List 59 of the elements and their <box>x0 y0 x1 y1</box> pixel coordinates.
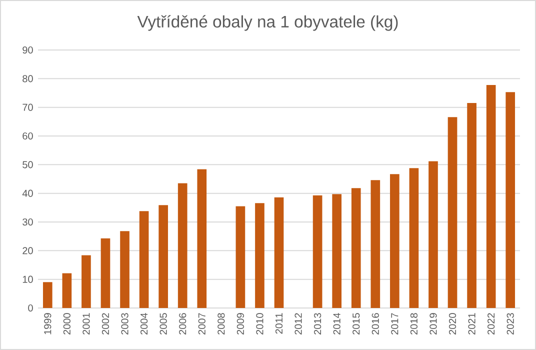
bar <box>428 161 438 308</box>
x-tick-label: 2019 <box>430 313 437 334</box>
bar <box>62 273 72 308</box>
bar <box>197 169 207 308</box>
y-tick-label: 0 <box>28 304 33 312</box>
x-tick-label: 2017 <box>391 313 398 334</box>
x-tick-label: 2015 <box>352 313 360 334</box>
x-tick-label: 2001 <box>82 313 90 334</box>
bar <box>120 231 130 308</box>
bar <box>158 205 168 308</box>
x-tick-label: 2022 <box>488 313 495 334</box>
bar <box>139 211 149 308</box>
bar <box>467 103 476 308</box>
y-tick-label: 20 <box>22 247 33 254</box>
bar <box>409 168 419 308</box>
bar <box>236 206 246 308</box>
x-tick-label: 2003 <box>121 313 128 334</box>
x-tick-label: 2021 <box>468 313 476 334</box>
bar <box>312 195 322 308</box>
bar <box>178 183 188 308</box>
x-tick-label: 2016 <box>372 313 379 334</box>
y-tick-label: 40 <box>22 190 33 197</box>
x-tick-label: 2023 <box>506 313 514 334</box>
x-tick-label: 2013 <box>314 313 322 334</box>
y-tick-label: 80 <box>22 75 33 82</box>
x-tick-label: 2002 <box>102 313 110 334</box>
x-tick-label: 2020 <box>448 313 456 334</box>
x-tick-label: 2004 <box>140 312 148 334</box>
y-tick-label: 10 <box>22 276 33 283</box>
bar <box>506 92 516 308</box>
bar <box>370 180 380 308</box>
x-tick-label: 2011 <box>275 313 283 334</box>
y-tick-label: 70 <box>22 104 33 111</box>
bar <box>255 203 264 308</box>
bar <box>42 282 52 308</box>
y-tick-label: 90 <box>22 46 33 54</box>
bar <box>274 197 284 308</box>
x-tick-label: 2008 <box>218 313 225 334</box>
x-tick-label: 2014 <box>333 312 340 334</box>
bar <box>486 84 496 308</box>
x-tick-label: 1999 <box>44 313 52 334</box>
x-tick-label: 2012 <box>294 313 302 334</box>
y-tick-label: 60 <box>22 132 33 140</box>
x-tick-label: 2000 <box>63 313 70 334</box>
x-tick-label: 2018 <box>410 313 418 334</box>
y-tick-label: 50 <box>22 161 33 168</box>
x-tick-label: 2005 <box>160 313 167 334</box>
bar <box>82 255 91 308</box>
bar <box>332 194 342 308</box>
bar <box>100 238 110 308</box>
x-tick-label: 2007 <box>198 313 206 334</box>
chart-title: Vytříděné obaly na 1 obyvatele (kg) <box>137 15 398 31</box>
x-tick-label: 2009 <box>236 313 244 334</box>
bar <box>390 174 400 308</box>
x-tick-label: 2006 <box>179 313 186 334</box>
y-tick-label: 30 <box>22 218 33 226</box>
bar <box>448 117 458 308</box>
x-tick-label: 2010 <box>256 313 264 334</box>
bar <box>351 188 361 308</box>
